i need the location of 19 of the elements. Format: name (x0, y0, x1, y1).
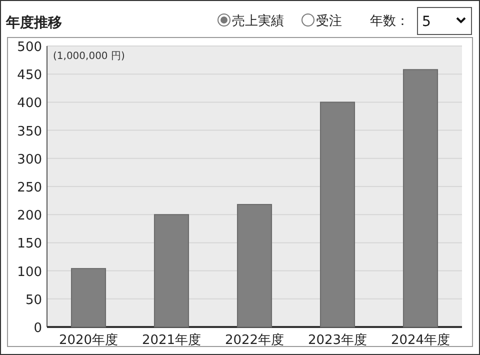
controls: 売上実績 受注 年数： 5 (218, 7, 472, 35)
annotation: (1,000,000 円) (53, 51, 125, 62)
y-tick-label: 400 (17, 96, 42, 112)
x-tick-label: 2023年度 (308, 332, 368, 348)
y-tick-label: 100 (17, 264, 42, 280)
y-tick-label: 300 (17, 152, 42, 168)
y-tick-label: 250 (17, 180, 42, 196)
y-tick-label: 50 (25, 292, 42, 308)
x-tick-label: 2021年度 (142, 332, 202, 348)
y-tick-label: 500 (17, 40, 42, 55)
y-tick-label: 200 (17, 208, 42, 224)
y-tick-label: 450 (17, 68, 42, 84)
title: 年度推移 (6, 15, 62, 31)
y-tick-label: 150 (17, 236, 42, 252)
y-tick-label: 0 (34, 321, 42, 336)
y-tick-label: 350 (17, 124, 42, 140)
x-tick-label: 2024年度 (390, 332, 450, 348)
x-tick-label: 2020年度 (58, 332, 118, 348)
x-tick-label: 2022年度 (224, 332, 284, 348)
